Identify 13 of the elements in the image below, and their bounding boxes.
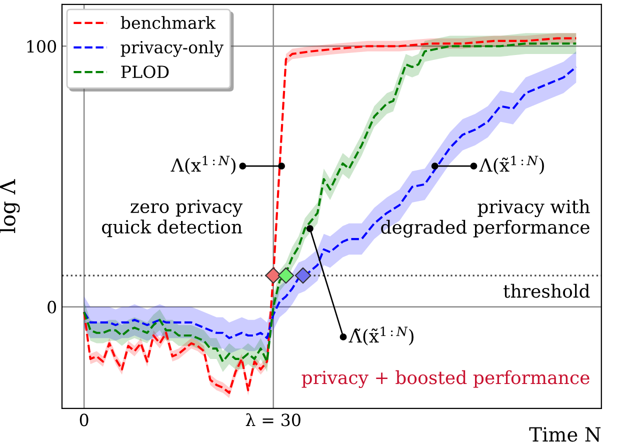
legend-label: privacy-only <box>120 40 224 57</box>
annotation: privacy + boosted performance <box>302 370 590 388</box>
legend-label: benchmark <box>120 16 216 30</box>
annotation: Λ̃(x̃$^{1:N}$) <box>348 326 414 346</box>
legend-label: PLOD <box>121 66 169 78</box>
annotation: Λ(x$^{1:N}$) <box>170 156 236 174</box>
x-tick-label: λ = 30 <box>246 413 300 426</box>
annotation: Λ(x̃$^{1:N}$) <box>479 156 544 174</box>
x-axis-title: Time N <box>529 427 601 442</box>
annotation: privacy with degraded performance <box>381 199 590 238</box>
annotation: zero privacy quick detection <box>102 200 243 238</box>
ref-line-label: threshold <box>504 284 590 298</box>
y-tick-label: 100 <box>27 40 56 53</box>
